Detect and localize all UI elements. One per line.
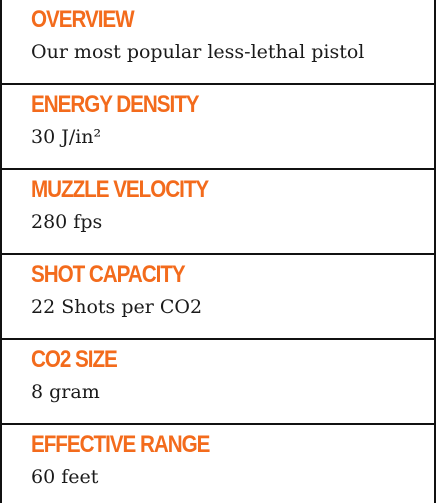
spec-label: ENERGY DENSITY xyxy=(31,91,200,118)
spec-row-energy-density: ENERGY DENSITY 30 J/in² xyxy=(2,85,434,170)
spec-value: 8 gram xyxy=(31,381,100,403)
spec-row-co2-size: CO2 SIZE 8 gram xyxy=(2,340,434,425)
spec-label: MUZZLE VELOCITY xyxy=(31,176,209,203)
spec-value: Our most popular less-lethal pistol xyxy=(31,41,365,63)
spec-row-muzzle-velocity: MUZZLE VELOCITY 280 fps xyxy=(2,170,434,255)
spec-value: 280 fps xyxy=(31,211,103,233)
spec-label: OVERVIEW xyxy=(31,6,135,33)
spec-row-shot-capacity: SHOT CAPACITY 22 Shots per CO2 xyxy=(2,255,434,340)
spec-value: 22 Shots per CO2 xyxy=(31,296,203,318)
spec-label: EFFECTIVE RANGE xyxy=(31,431,210,458)
spec-value: 30 J/in² xyxy=(31,126,102,148)
spec-label: CO2 SIZE xyxy=(31,346,118,373)
spec-label: SHOT CAPACITY xyxy=(31,261,186,288)
spec-row-effective-range: EFFECTIVE RANGE 60 feet xyxy=(2,425,434,503)
spec-value: 60 feet xyxy=(31,466,99,488)
spec-row-overview: OVERVIEW Our most popular less-lethal pi… xyxy=(2,0,434,85)
